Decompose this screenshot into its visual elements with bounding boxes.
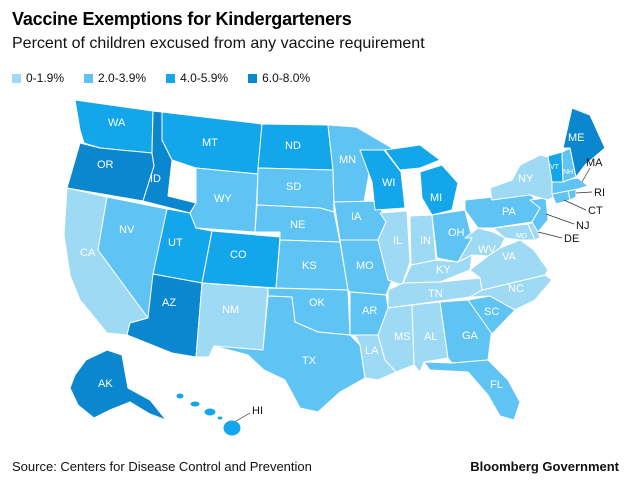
label-mt: MT xyxy=(202,137,218,149)
state-wv xyxy=(457,227,506,263)
legend-item-0: 0-1.9% xyxy=(12,71,64,85)
label-ct: CT xyxy=(588,205,603,217)
label-wa: WA xyxy=(108,117,126,129)
label-in: IN xyxy=(420,235,431,247)
leader-de xyxy=(537,231,563,239)
label-nv: NV xyxy=(119,224,135,236)
label-fl: FL xyxy=(490,379,503,391)
legend-label-3: 6.0-8.0% xyxy=(262,71,311,85)
label-wv: WV xyxy=(478,244,496,256)
legend-swatch-3 xyxy=(248,73,258,83)
label-md: MD xyxy=(516,233,527,240)
state-ak xyxy=(69,349,167,421)
label-ri: RI xyxy=(594,187,605,199)
state-hi xyxy=(175,392,242,437)
label-ks: KS xyxy=(302,260,317,272)
label-nm: NM xyxy=(222,304,239,316)
label-ma: MA xyxy=(586,157,603,169)
label-ne: NE xyxy=(290,219,305,231)
label-nh: NH xyxy=(563,169,573,176)
source-note: Source: Centers for Disease Control and … xyxy=(12,459,312,474)
legend-label-2: 4.0-5.9% xyxy=(180,71,229,85)
label-va: VA xyxy=(502,251,517,263)
label-ca: CA xyxy=(80,247,96,259)
us-map: WA OR CA ID NV UT AZ MT WY CO NM ND SD N… xyxy=(63,99,606,437)
label-ut: UT xyxy=(168,237,183,249)
label-ar: AR xyxy=(362,305,377,317)
label-pa: PA xyxy=(502,206,517,218)
state-me xyxy=(562,107,606,178)
label-hi: HI xyxy=(252,405,263,417)
legend-label-0: 0-1.9% xyxy=(26,71,65,85)
leader-ri xyxy=(575,191,593,194)
label-mn: MN xyxy=(339,154,356,166)
leader-hi xyxy=(235,412,251,422)
label-ok: OK xyxy=(309,297,326,309)
label-ms: MS xyxy=(394,331,411,343)
state-nm xyxy=(195,282,269,358)
state-tx xyxy=(213,295,366,413)
label-ia: IA xyxy=(351,211,362,223)
label-la: LA xyxy=(365,345,379,357)
label-ky: KY xyxy=(436,264,451,276)
label-al: AL xyxy=(424,331,437,343)
label-me: ME xyxy=(568,132,585,144)
state-md xyxy=(492,223,536,241)
state-il xyxy=(377,210,411,286)
brand-logo-text: Bloomberg Government xyxy=(470,459,619,474)
leader-nj xyxy=(545,213,575,225)
label-ga: GA xyxy=(462,330,479,342)
label-tx: TX xyxy=(302,355,317,367)
label-vt: VT xyxy=(550,164,560,171)
state-wi xyxy=(359,149,406,211)
state-mi xyxy=(419,164,459,216)
chart-title: Vaccine Exemptions for Kindergarteners xyxy=(12,9,352,29)
legend-item-3: 6.0-8.0% xyxy=(248,71,310,85)
legend-swatch-2 xyxy=(166,73,176,83)
label-il: IL xyxy=(393,235,402,247)
legend-swatch-0 xyxy=(12,73,21,83)
label-nc: NC xyxy=(508,283,524,295)
leader-ma xyxy=(581,167,591,183)
chart-subtitle: Percent of children excused from any vac… xyxy=(12,35,425,52)
label-co: CO xyxy=(230,249,247,261)
legend: 0-1.9% 2.0-3.9% 4.0-5.9% 6.0-8.0% xyxy=(12,71,330,85)
label-id: ID xyxy=(150,173,161,185)
label-mi: MI xyxy=(430,192,442,204)
label-wy: WY xyxy=(214,193,232,205)
label-nj: NJ xyxy=(576,220,589,232)
label-ny: NY xyxy=(518,173,534,185)
legend-swatch-1 xyxy=(84,73,94,83)
state-fl xyxy=(423,359,521,421)
label-wi: WI xyxy=(382,177,395,189)
label-az: AZ xyxy=(162,297,176,309)
legend-item-1: 2.0-3.9% xyxy=(84,71,146,85)
label-or: OR xyxy=(97,159,114,171)
label-sd: SD xyxy=(286,181,301,193)
state-mi-up xyxy=(384,144,441,171)
label-oh: OH xyxy=(448,227,465,239)
label-ak: AK xyxy=(98,378,113,390)
legend-item-2: 4.0-5.9% xyxy=(166,71,228,85)
label-de: DE xyxy=(564,233,579,245)
label-mo: MO xyxy=(356,260,374,272)
state-mn xyxy=(327,124,393,203)
label-nd: ND xyxy=(285,140,301,152)
label-tn: TN xyxy=(428,288,443,300)
label-sc: SC xyxy=(484,306,499,318)
legend-label-1: 2.0-3.9% xyxy=(98,71,147,85)
leader-ct xyxy=(563,199,587,211)
